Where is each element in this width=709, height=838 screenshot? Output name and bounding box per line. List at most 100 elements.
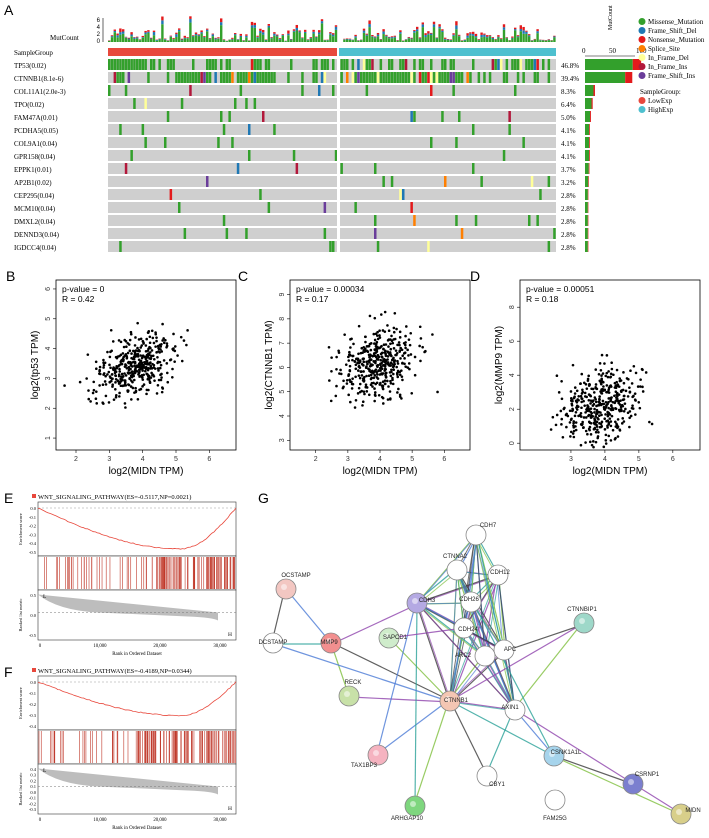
data-point <box>163 359 166 362</box>
mutcount-bar <box>189 19 191 23</box>
mutation-cell <box>130 59 133 70</box>
mutation-cell <box>324 72 327 83</box>
mutcount-bar <box>136 38 138 42</box>
mutcount-bar <box>489 36 491 42</box>
mutation-cell <box>119 59 122 70</box>
mutcount-bar <box>450 40 452 41</box>
frequency-bar <box>585 202 588 213</box>
data-point <box>103 364 106 367</box>
mutation-cell <box>352 72 355 83</box>
legend-label: Missense_Mutation <box>648 18 704 26</box>
data-point <box>396 352 399 355</box>
data-point <box>604 375 607 378</box>
y-tick-label: 8 <box>509 305 516 309</box>
mutcount-bar <box>539 40 541 42</box>
data-point <box>598 398 601 401</box>
mutcount-bar <box>416 27 418 29</box>
mutcount-bar <box>293 31 295 32</box>
data-point <box>112 340 115 343</box>
data-point <box>583 416 586 419</box>
data-point <box>390 371 393 374</box>
mutation-cell <box>483 72 486 83</box>
data-point <box>171 376 174 379</box>
mutcount-bar <box>122 34 124 42</box>
data-point <box>406 349 409 352</box>
side-tick: 50 <box>609 47 617 55</box>
mutcount-bar <box>371 37 373 42</box>
mutcount-bar <box>312 32 314 34</box>
y-tick-label: 5 <box>45 317 52 321</box>
data-point <box>560 410 563 413</box>
data-point <box>569 409 572 412</box>
data-point <box>374 394 377 397</box>
mutcount-bar <box>441 31 443 32</box>
data-point <box>606 426 609 429</box>
data-point <box>349 346 352 349</box>
data-point <box>349 401 352 404</box>
data-point <box>382 348 385 351</box>
data-point <box>113 398 116 401</box>
mutcount-bar <box>189 16 191 19</box>
data-point <box>147 389 150 392</box>
mutcount-bar <box>458 36 460 37</box>
metric-axis-label: Ranked list metric <box>18 599 23 632</box>
mutcount-bar <box>220 25 222 42</box>
node-highlight <box>281 584 287 590</box>
mutation-cell <box>248 124 251 135</box>
mutcount-bar <box>200 30 202 32</box>
mutcount-bar <box>506 38 508 42</box>
mutcount-bar <box>296 31 298 42</box>
mutation-cell <box>262 72 265 83</box>
mutcount-bar <box>318 32 320 34</box>
mutcount-bar <box>360 40 362 42</box>
data-point <box>346 382 349 385</box>
mutcount-bar <box>447 40 449 42</box>
data-point <box>591 444 594 447</box>
data-point <box>623 395 626 398</box>
mutcount-bar <box>410 39 412 42</box>
mutcount-bar <box>212 34 214 36</box>
mutation-cell <box>430 85 433 96</box>
mutcount-bar <box>329 33 331 34</box>
data-point <box>591 400 594 403</box>
y-tick-label: 6 <box>279 365 286 369</box>
data-point <box>95 367 98 370</box>
mutation-cell <box>461 72 464 83</box>
mutcount-bar <box>514 30 516 42</box>
es-tick: -0.2 <box>29 524 36 529</box>
data-point <box>376 341 379 344</box>
y-tick-label: 2 <box>45 406 52 410</box>
mutcount-bar <box>419 39 421 42</box>
mutation-cell <box>363 72 366 83</box>
mutation-cell <box>410 202 413 213</box>
data-point <box>118 395 121 398</box>
data-point <box>147 330 150 333</box>
data-point <box>601 354 604 357</box>
mutation-cell <box>430 72 433 83</box>
data-point <box>576 390 579 393</box>
mutcount-bar <box>427 34 429 35</box>
node-highlight <box>471 530 477 536</box>
mutcount-bar <box>298 33 300 42</box>
data-point <box>617 418 620 421</box>
data-point <box>389 338 392 341</box>
data-point <box>138 359 141 362</box>
mutcount-bar <box>525 34 527 42</box>
data-point <box>600 374 603 377</box>
mutcount-bar <box>382 34 384 42</box>
data-point <box>352 343 355 346</box>
data-point <box>594 415 597 418</box>
mutation-cell <box>534 72 537 83</box>
data-point <box>606 391 609 394</box>
mutcount-bar <box>458 35 460 36</box>
mutcount-bar <box>520 29 522 31</box>
mutcount-bar <box>310 38 312 39</box>
mutation-cell <box>508 124 511 135</box>
mutcount-bar <box>251 25 253 27</box>
frequency-bar <box>585 241 588 252</box>
legend-group-swatch <box>639 97 646 104</box>
p-value-label: p-value = 0.00051 <box>526 284 595 294</box>
mutcount-bar <box>262 32 264 34</box>
data-point <box>619 380 622 383</box>
mutcount-bar <box>251 28 253 42</box>
